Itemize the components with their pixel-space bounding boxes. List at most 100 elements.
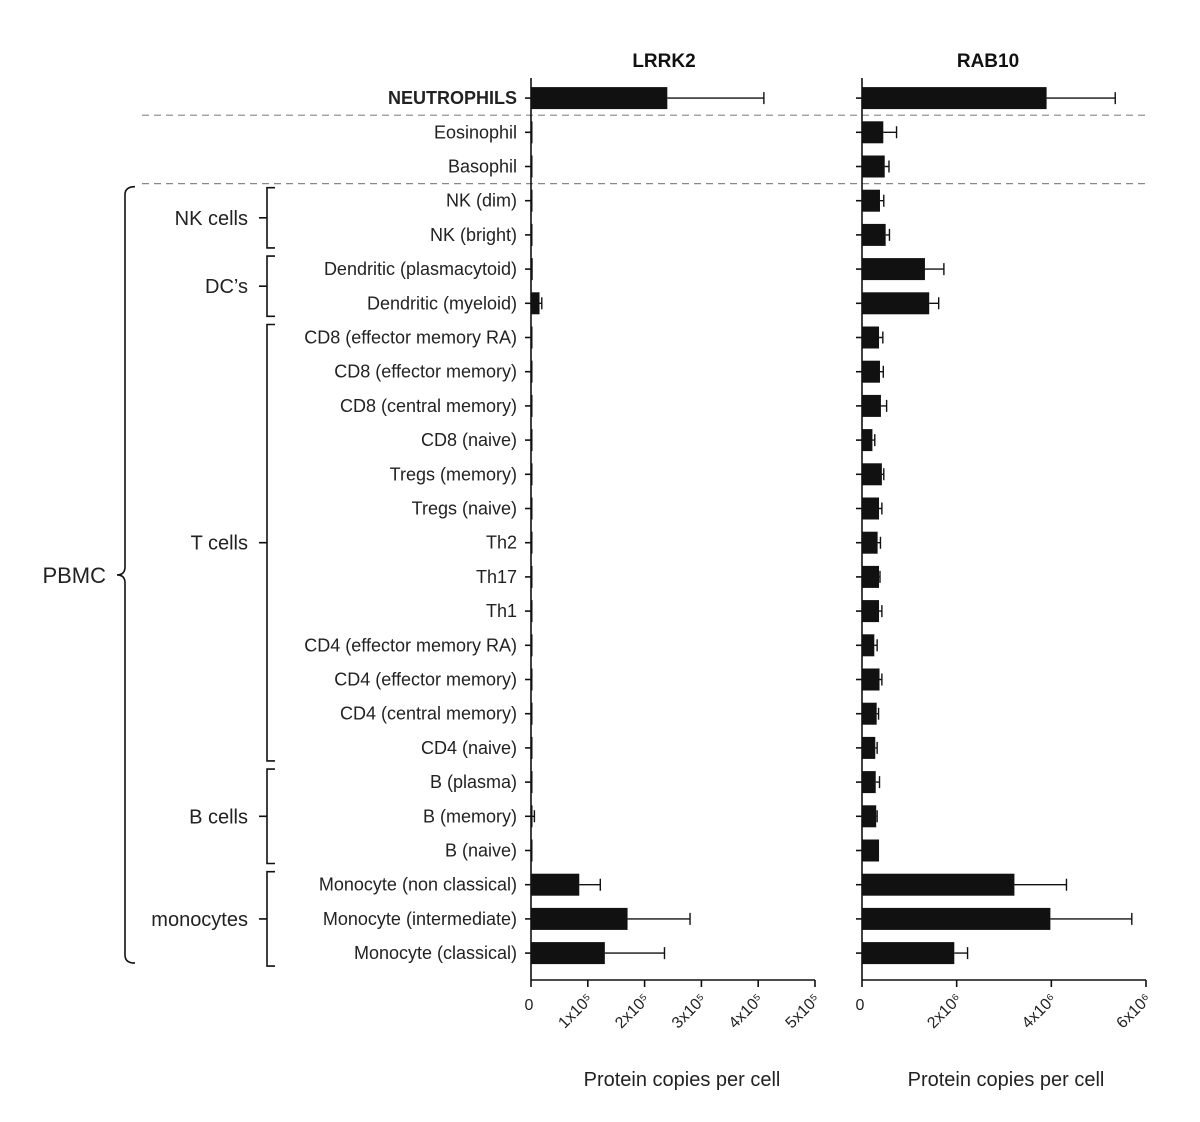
group-bracket-nk-cells (259, 186, 275, 249)
error-bar-rab10-nk-bright (885, 228, 891, 241)
category-label-eosinophil: Eosinophil (434, 122, 517, 142)
x-tick-label-rab10-0: 0 (856, 997, 865, 1014)
bar-lrrk2-cd4-effector-memory-ra (531, 634, 533, 657)
group-bracket-b-cells (259, 768, 275, 865)
bar-rab10-cd8-effector-memory (862, 360, 880, 383)
error-bar-rab10-cd4-effector-memory (879, 673, 883, 686)
bar-rab10-b-naive (862, 839, 880, 862)
category-label-cd8-effector-memory-ra: CD8 (effector memory RA) (304, 328, 517, 348)
error-bar-lrrk2-monocyte-classical (604, 947, 666, 960)
group-label-monocytes: monocytes (151, 909, 248, 931)
bar-lrrk2-b-naive (531, 839, 533, 862)
bar-lrrk2-cd8-central-memory (531, 394, 533, 417)
error-bar-rab10-dendritic-myeloid (929, 297, 940, 310)
bar-lrrk2-cd8-effector-memory-ra (531, 326, 533, 349)
x-tick-label-rab10-1: 2x10⁶ (924, 991, 965, 1032)
bar-lrrk2-th1 (531, 600, 533, 623)
bar-lrrk2-cd4-naive (531, 736, 533, 759)
error-bar-rab10-th1 (879, 605, 883, 618)
bar-rab10-dendritic-plasmacytoid (862, 258, 925, 281)
category-label-nk-bright: NK (bright) (430, 225, 517, 245)
error-bar-rab10-nk-dim (879, 194, 885, 207)
bar-lrrk2-monocyte-intermediate (531, 907, 628, 930)
error-bar-rab10-neutrophils (1046, 92, 1116, 105)
error-bar-rab10-cd8-effector-memory (879, 365, 884, 378)
separator-lines (142, 114, 1146, 185)
error-bar-rab10-cd4-central-memory (876, 707, 880, 720)
group-bracket-monocytes (259, 870, 275, 967)
bar-lrrk2-cd4-central-memory (531, 702, 533, 725)
panel-titles: LRRK2 RAB10 (632, 51, 1019, 72)
error-bar-rab10-monocyte-non-classical (1014, 878, 1068, 891)
axis-labels: Protein copies per cell Protein copies p… (584, 1069, 1105, 1091)
bar-rab10-dendritic-myeloid (862, 292, 930, 315)
bar-rab10-monocyte-non-classical (862, 873, 1015, 896)
category-label-monocyte-non-classical: Monocyte (non classical) (319, 875, 517, 895)
category-label-th17: Th17 (476, 567, 517, 587)
category-label-monocyte-intermediate: Monocyte (intermediate) (323, 909, 517, 929)
panel-title-rab10: RAB10 (957, 51, 1019, 72)
bar-lrrk2-dendritic-myeloid (531, 292, 540, 315)
bar-rab10-th2 (862, 531, 878, 554)
category-label-neutrophils: NEUTROPHILS (388, 88, 517, 108)
bar-rab10-tregs-naive (862, 497, 880, 520)
category-label-tregs-naive: Tregs (naive) (412, 499, 517, 519)
bar-rab10-b-plasma (862, 771, 876, 794)
category-labels: NEUTROPHILS Eosinophil Basophil NK (dim) NK … (304, 88, 517, 963)
bar-rab10-eosinophil (862, 121, 884, 144)
bar-rab10-cd4-effector-memory-ra (862, 634, 875, 657)
category-label-basophil: Basophil (448, 157, 517, 177)
category-label-cd4-effector-memory-ra: CD4 (effector memory RA) (304, 635, 517, 655)
group-label-dc-s: DC’s (205, 276, 248, 298)
category-label-cd4-central-memory: CD4 (central memory) (340, 704, 517, 724)
x-tick-label-lrrk2-4: 4x10⁵ (726, 991, 767, 1032)
panel-title-lrrk2: LRRK2 (632, 51, 695, 72)
error-bar-rab10-cd8-central-memory (880, 399, 888, 412)
bar-rab10-neutrophils (862, 87, 1047, 110)
bar-rab10-b-memory (862, 805, 877, 828)
error-bar-lrrk2-dendritic-myeloid (539, 297, 543, 310)
pbmc-label: PBMC (42, 563, 106, 588)
group-label-nk-cells: NK cells (175, 208, 248, 230)
bar-rab10-cd4-central-memory (862, 702, 877, 725)
x-tick-label-rab10-2: 4x10⁶ (1019, 991, 1060, 1032)
error-bar-rab10-b-plasma (875, 776, 881, 789)
error-bar-rab10-monocyte-classical (954, 947, 969, 960)
category-label-b-naive: B (naive) (445, 841, 517, 861)
error-bar-lrrk2-b-memory (532, 810, 536, 823)
bar-rab10-basophil (862, 155, 885, 178)
category-label-b-plasma: B (plasma) (430, 772, 517, 792)
error-bar-rab10-cd8-effector-memory-ra (879, 331, 884, 344)
category-label-cd4-effector-memory: CD4 (effector memory) (334, 670, 517, 690)
error-bar-rab10-monocyte-intermediate (1050, 912, 1133, 925)
bar-rab10-cd4-naive (862, 736, 876, 759)
group-label-t-cells: T cells (191, 533, 248, 555)
bar-rab10-nk-dim (862, 189, 880, 212)
error-bar-rab10-th17 (879, 570, 881, 583)
bar-lrrk2-b-plasma (531, 771, 533, 794)
x-tick-label-rab10-3: 6x10⁶ (1114, 991, 1155, 1032)
x-tick-label-lrrk2-3: 3x10⁵ (669, 991, 710, 1032)
pbmc-brace (116, 185, 136, 964)
error-bar-lrrk2-monocyte-intermediate (627, 912, 691, 925)
panels: 0 1x10⁵ 2x10⁵ 3x10⁵ 4x10⁵ 5x10⁵ 0 2x10⁶ 4x10⁶ 6x1… (525, 78, 1155, 1032)
group-label-b-cells: B cells (189, 806, 248, 828)
bar-lrrk2-dendritic-plasmacytoid (531, 258, 533, 281)
bar-lrrk2-cd8-naive (531, 429, 533, 452)
error-bar-rab10-tregs-memory (881, 468, 885, 481)
bar-rab10-th17 (862, 565, 880, 588)
error-bar-lrrk2-monocyte-non-classical (579, 878, 601, 891)
bar-lrrk2-monocyte-classical (531, 942, 605, 965)
group-brackets: NK cells DC’s T cells B cells monocytes PBMC (42, 185, 275, 967)
category-label-cd8-central-memory: CD8 (central memory) (340, 396, 517, 416)
category-label-cd8-naive: CD8 (naive) (421, 430, 517, 450)
error-bar-rab10-cd8-naive (872, 434, 876, 447)
bar-rab10-cd4-effector-memory (862, 668, 880, 691)
category-label-nk-dim: NK (dim) (446, 191, 517, 211)
bar-rab10-monocyte-classical (862, 942, 955, 965)
bar-rab10-th1 (862, 600, 880, 623)
error-bar-lrrk2-neutrophils (667, 92, 765, 105)
bar-lrrk2-th2 (531, 531, 533, 554)
bar-rab10-cd8-effector-memory-ra (862, 326, 880, 349)
